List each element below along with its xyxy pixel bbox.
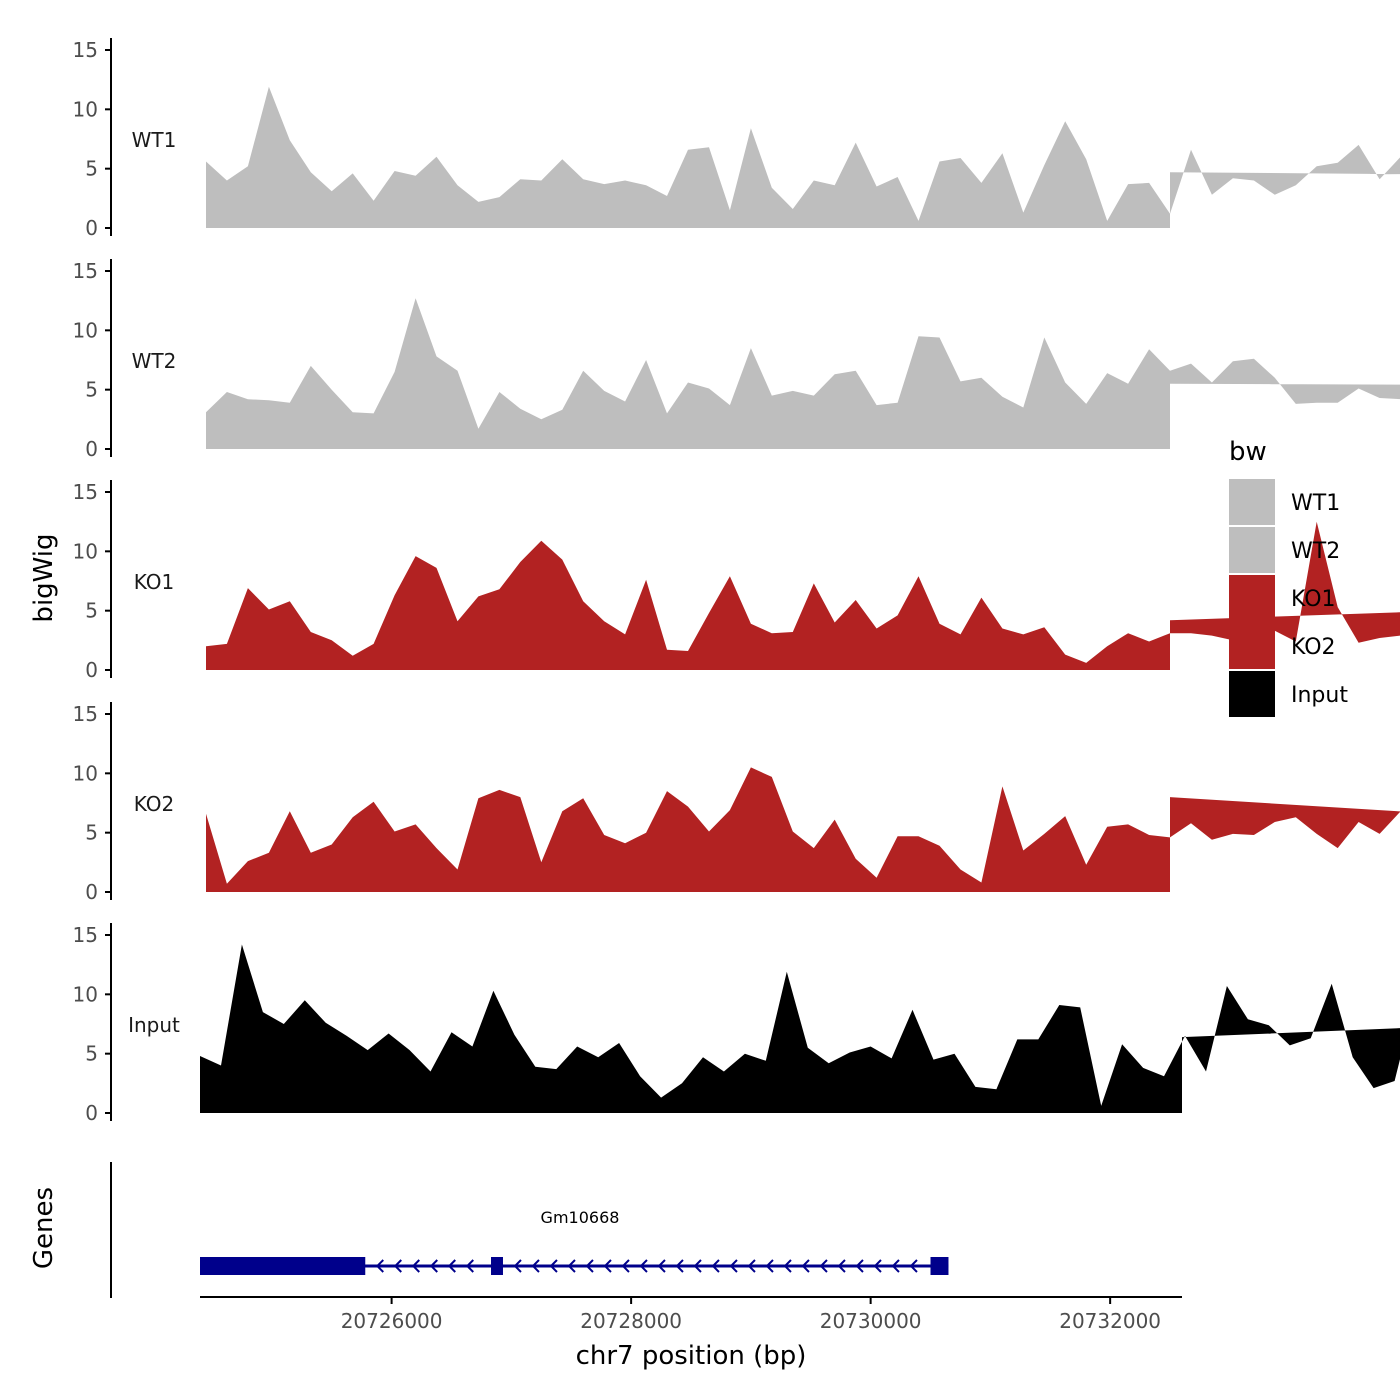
area-wt2 [206, 298, 1400, 449]
strand-arrow [801, 1259, 810, 1273]
y-tick-label: 10 [73, 761, 98, 785]
y-tick-label: 10 [73, 318, 98, 342]
x-tick-label: 20732000 [1059, 1309, 1161, 1333]
legend-key-input [1229, 671, 1275, 717]
y-tick-label: 5 [85, 1042, 98, 1066]
strand-arrow [429, 1259, 438, 1273]
track-label: Input [128, 1013, 180, 1037]
strand-arrow [393, 1259, 402, 1273]
gene-exon [491, 1257, 503, 1275]
strand-arrow [837, 1259, 846, 1273]
y-tick-label: 0 [85, 437, 98, 461]
strand-arrow [909, 1259, 918, 1273]
y-tick-label: 15 [73, 923, 98, 947]
y-tick-label: 0 [85, 1101, 98, 1125]
track-panels: 0 5 10 15 WT1 0 5 10 15 WT2 0 5 10 15 KO1 0 5 10 15 KO2 0 5 10… [73, 38, 1400, 1125]
track-wt2: 0 5 10 15 WT2 [73, 259, 1400, 461]
track-label: KO2 [134, 792, 175, 816]
strand-arrow [531, 1259, 540, 1273]
track-ko1: 0 5 10 15 KO1 [73, 480, 1400, 682]
legend-key-wt2 [1229, 527, 1275, 573]
track-label: WT1 [132, 128, 177, 152]
strand-arrow [585, 1259, 594, 1273]
legend-title: bw [1229, 437, 1267, 467]
legend-label: KO1 [1291, 587, 1336, 612]
strand-arrow [465, 1259, 474, 1273]
strand-arrow [549, 1259, 558, 1273]
strand-arrow [747, 1259, 756, 1273]
y-tick-label: 10 [73, 982, 98, 1006]
legend-key-ko2 [1229, 623, 1275, 669]
track-label: WT2 [132, 349, 177, 373]
area-ko1 [206, 521, 1400, 670]
strand-arrow [873, 1259, 882, 1273]
strand-arrow [411, 1259, 420, 1273]
y-tick-label: 0 [85, 216, 98, 240]
area-input [200, 944, 1400, 1113]
y-tick-label: 15 [73, 702, 98, 726]
legend-key-ko1 [1229, 575, 1275, 621]
x-ticks: 20726000 20728000 20730000 20732000 [341, 1297, 1161, 1333]
strand-arrow [711, 1259, 720, 1273]
x-axis-label: chr7 position (bp) [576, 1341, 807, 1371]
strand-arrow [765, 1259, 774, 1273]
genes-track: Genes Gm10668 [29, 1162, 949, 1298]
strand-arrow [783, 1259, 792, 1273]
y-tick-label: 0 [85, 880, 98, 904]
y-tick-label: 10 [73, 97, 98, 121]
x-tick-label: 20730000 [820, 1309, 922, 1333]
strand-arrow [891, 1259, 900, 1273]
strand-arrow [729, 1259, 738, 1273]
area-ko2 [206, 767, 1400, 892]
legend: bw WT1 WT2 KO1 KO2 Input [1229, 437, 1348, 717]
x-axis: 20726000 20728000 20730000 20732000 chr7 po… [200, 1296, 1182, 1371]
gene-exon [200, 1257, 366, 1275]
strand-arrow [621, 1259, 630, 1273]
strand-arrow [855, 1259, 864, 1273]
track-wt1: 0 5 10 15 WT1 [73, 38, 1400, 240]
x-tick-label: 20726000 [341, 1309, 443, 1333]
strand-arrow [657, 1259, 666, 1273]
y-tick-label: 10 [73, 539, 98, 563]
strand-arrow [819, 1259, 828, 1273]
y-tick-label: 15 [73, 480, 98, 504]
x-tick-label: 20728000 [580, 1309, 682, 1333]
legend-label: KO2 [1291, 635, 1336, 660]
strand-arrow [375, 1259, 384, 1273]
legend-label: WT2 [1291, 539, 1340, 564]
strand-arrow [693, 1259, 702, 1273]
gene-exon [930, 1257, 949, 1275]
y-tick-label: 5 [85, 821, 98, 845]
strand-arrow [513, 1259, 522, 1273]
y-tick-label: 15 [73, 38, 98, 62]
y-tick-label: 5 [85, 599, 98, 623]
strand-arrow [639, 1259, 648, 1273]
y-tick-label: 5 [85, 157, 98, 181]
strand-arrow [447, 1259, 456, 1273]
track-input: 0 5 10 15 Input [73, 923, 1400, 1125]
strand-arrow [603, 1259, 612, 1273]
strand-arrow [675, 1259, 684, 1273]
strand-arrow [567, 1259, 576, 1273]
y-tick-label: 15 [73, 259, 98, 283]
track-ko2: 0 5 10 15 KO2 [73, 702, 1400, 904]
legend-key-wt1 [1229, 479, 1275, 525]
area-wt1 [206, 86, 1400, 228]
legend-label: Input [1291, 683, 1348, 708]
genes-track-label: Genes [29, 1187, 59, 1269]
gene-model [200, 1257, 949, 1275]
y-tick-label: 0 [85, 658, 98, 682]
y-tick-label: 5 [85, 378, 98, 402]
gene-name-label: Gm10668 [541, 1208, 620, 1227]
legend-label: WT1 [1291, 491, 1340, 516]
y-axis-label: bigWig [29, 533, 59, 622]
track-label: KO1 [134, 570, 175, 594]
